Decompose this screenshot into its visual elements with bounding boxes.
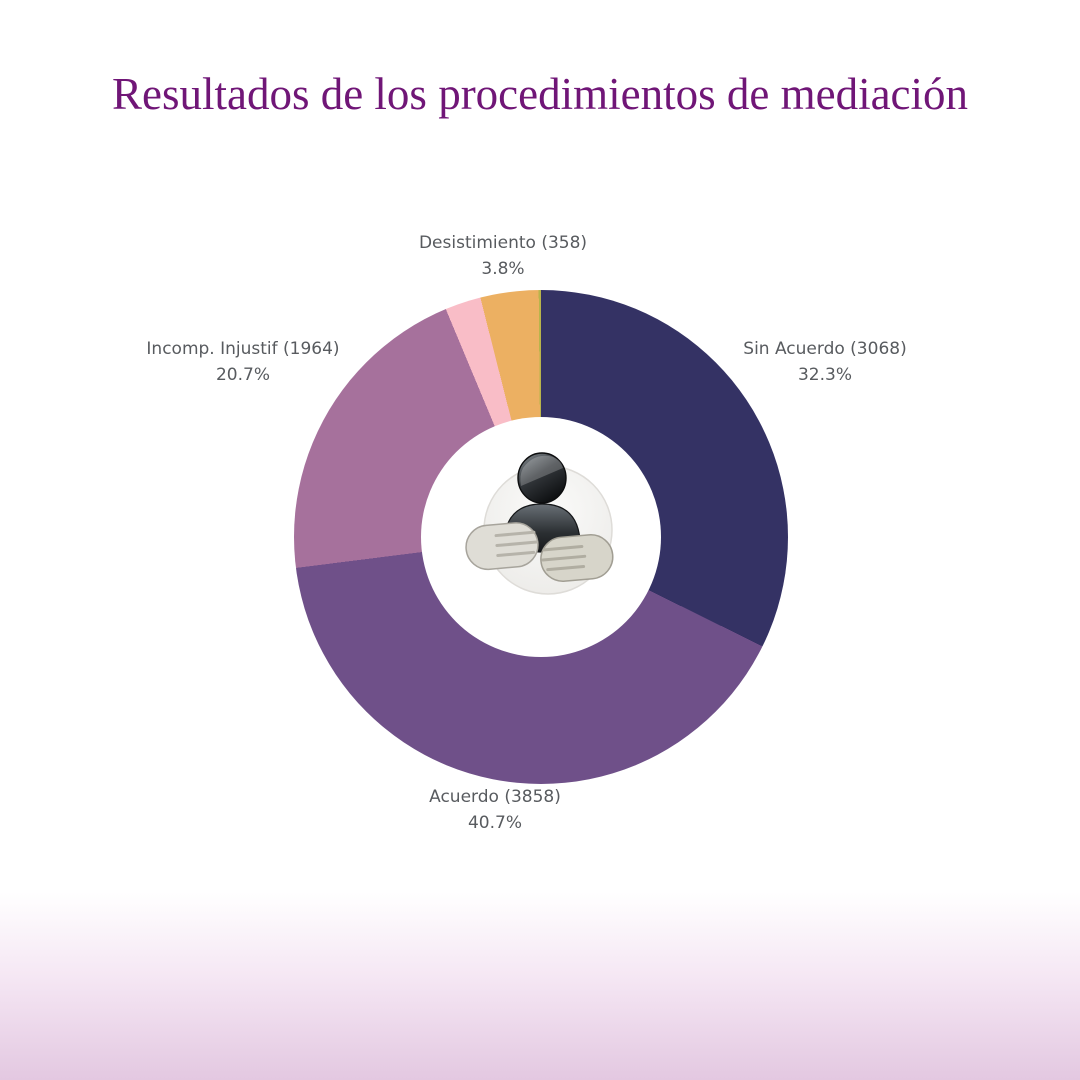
label-desistimiento-pct: 3.8% — [481, 259, 525, 279]
label-acuerdo-name: Acuerdo (3858) — [429, 787, 561, 807]
label-sin-acuerdo-pct: 32.3% — [797, 365, 853, 385]
mediation-person-hands-icon — [465, 452, 614, 595]
label-sin-acuerdo: Sin Acuerdo (3068) 32.3% — [743, 336, 906, 388]
label-acuerdo-pct: 40.7% — [467, 813, 523, 833]
label-incomp-injustif-pct: 20.7% — [215, 365, 270, 385]
icon-right-hand — [540, 534, 614, 582]
label-desistimiento: Desistimiento (358) 3.8% — [419, 230, 587, 282]
label-incomp-injustif: Incomp. Injustif (1964) 20.7% — [146, 336, 339, 388]
label-sin-acuerdo-name: Sin Acuerdo (3068) — [743, 339, 907, 359]
page-title: Resultados de los procedimientos de medi… — [111, 69, 969, 119]
label-desistimiento-name: Desistimiento (358) — [418, 233, 588, 253]
label-acuerdo: Acuerdo (3858) 40.7% — [429, 784, 561, 836]
bottom-gradient — [0, 892, 1080, 1080]
icon-head — [517, 452, 567, 504]
icon-head-gloss — [520, 455, 563, 486]
icon-left-hand — [465, 522, 539, 571]
label-incomp-injustif-name: Incomp. Injustif (1964) — [146, 339, 340, 359]
